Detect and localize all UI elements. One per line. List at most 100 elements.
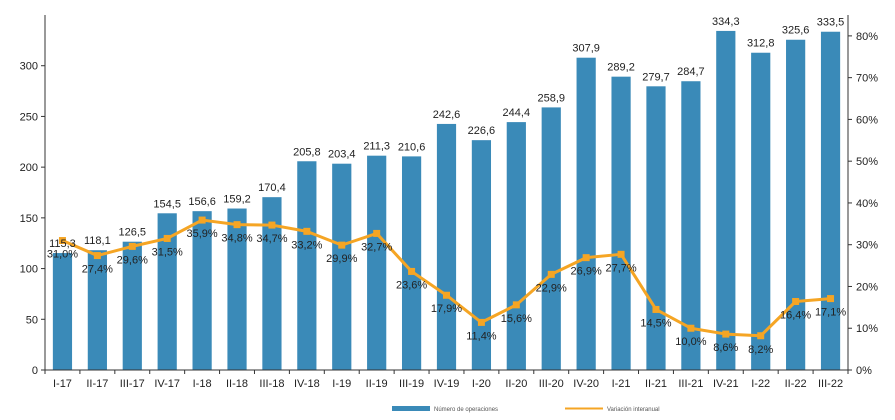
left-axis-tick-label: 100 bbox=[20, 264, 38, 276]
line-point bbox=[652, 305, 660, 313]
x-axis-tick-label: I-20 bbox=[472, 378, 491, 390]
x-axis: I-17 II-17 III-17 IV-17 I-18 II-18 III-18 IV-18… bbox=[44, 369, 849, 390]
right-axis-tick-label: 60% bbox=[856, 114, 878, 126]
bar-data-label: 312,8 bbox=[747, 38, 775, 50]
bar bbox=[751, 52, 771, 370]
bar bbox=[541, 107, 561, 370]
line-point bbox=[687, 324, 695, 332]
line-data-label: 23,6% bbox=[396, 279, 427, 291]
right-axis-tick-label: 10% bbox=[856, 323, 878, 335]
bar bbox=[786, 39, 806, 371]
legend: Número de operaciones Variación interanu… bbox=[392, 406, 660, 413]
x-axis-tick-label: III-22 bbox=[818, 378, 843, 390]
legend-swatch-bar bbox=[392, 406, 430, 411]
bar-data-label: 279,7 bbox=[642, 71, 670, 83]
right-axis-tick-label: 20% bbox=[856, 281, 878, 293]
line-data-label: 15,6% bbox=[501, 313, 532, 325]
x-axis-tick-label: II-21 bbox=[645, 378, 667, 390]
bar-data-label: 203,4 bbox=[328, 149, 356, 161]
x-axis-tick-label: I-19 bbox=[332, 378, 351, 390]
x-axis-tick-label: IV-17 bbox=[154, 378, 180, 390]
bar-data-label: 325,6 bbox=[782, 25, 810, 37]
line-data-label: 33,2% bbox=[291, 239, 322, 251]
bar bbox=[401, 156, 422, 370]
bar-data-label: 211,3 bbox=[363, 141, 390, 153]
line-data-label: 10,0% bbox=[675, 336, 706, 348]
bar bbox=[157, 213, 177, 370]
right-axis-tick-label: 80% bbox=[856, 31, 878, 43]
line-point bbox=[303, 227, 311, 235]
line-data-label: 32,7% bbox=[361, 241, 392, 253]
line-point bbox=[373, 229, 381, 237]
line-data-label: 14,5% bbox=[640, 317, 671, 329]
left-axis-tick-label: 150 bbox=[20, 213, 38, 225]
x-axis-tick-label: I-22 bbox=[751, 378, 770, 390]
line-data-label: 26,9% bbox=[571, 266, 602, 278]
line-point bbox=[443, 291, 450, 299]
left-axis-tick-label: 200 bbox=[20, 162, 38, 174]
line-labels: 31,0% 27,4% 29,6% 31,5% 35,9% 34,8% 34,7% 33,2%… bbox=[47, 228, 846, 356]
bar bbox=[262, 197, 282, 370]
bar-data-label: 159,2 bbox=[223, 194, 251, 206]
bar-data-label: 210,6 bbox=[398, 141, 426, 153]
x-axis-tick-label: II-19 bbox=[366, 378, 388, 390]
line-point bbox=[477, 318, 485, 326]
bar-data-label: 244,4 bbox=[503, 107, 531, 119]
line-point bbox=[408, 267, 416, 275]
x-axis-tick-label: I-17 bbox=[53, 378, 72, 390]
bar-data-label: 334,3 bbox=[712, 16, 740, 28]
bar-data-label: 154,5 bbox=[153, 198, 181, 210]
right-axis-tick-label: 70% bbox=[856, 73, 878, 85]
bar-data-label: 115,3 bbox=[49, 238, 76, 250]
x-axis-tick-label: I-21 bbox=[612, 378, 631, 390]
bar bbox=[192, 211, 212, 370]
bar bbox=[436, 123, 457, 370]
x-axis-tick-label: II-17 bbox=[86, 378, 108, 390]
line-data-label: 27,4% bbox=[82, 264, 113, 276]
bar bbox=[681, 81, 701, 371]
bar-data-label: 333,5 bbox=[817, 17, 845, 29]
right-axis-tick-label: 0% bbox=[856, 365, 872, 377]
bar-data-label: 242,6 bbox=[433, 109, 461, 121]
line-data-label: 27,7% bbox=[605, 262, 636, 274]
line-data-label: 11,4% bbox=[466, 330, 497, 342]
bar-data-label: 170,4 bbox=[258, 182, 286, 194]
x-axis-tick-label: IV-20 bbox=[573, 378, 599, 390]
line-point bbox=[338, 241, 346, 249]
x-axis-tick-label: IV-21 bbox=[713, 378, 739, 390]
line-point bbox=[93, 252, 101, 260]
bar bbox=[716, 30, 736, 370]
bar bbox=[87, 250, 107, 370]
bar-data-label: 126,5 bbox=[119, 227, 147, 239]
left-axis-tick-label: 50 bbox=[26, 314, 38, 326]
x-axis-tick-label: II-20 bbox=[505, 378, 527, 390]
x-axis-tick-label: I-18 bbox=[193, 378, 212, 390]
x-axis-tick-label: IV-18 bbox=[294, 378, 320, 390]
x-axis-tick-label: II-22 bbox=[785, 378, 807, 390]
bar bbox=[471, 140, 492, 370]
line-data-label: 34,8% bbox=[221, 233, 252, 245]
line-point bbox=[582, 254, 590, 262]
bar-data-label: 118,1 bbox=[84, 235, 111, 247]
line-data-label: 16,4% bbox=[780, 310, 811, 322]
line-point bbox=[268, 221, 276, 229]
line-point bbox=[198, 216, 206, 224]
line-data-label: 22,9% bbox=[536, 282, 567, 294]
legend-label-bar: Número de operaciones bbox=[434, 407, 498, 413]
x-axis-tick-label: III-18 bbox=[259, 378, 284, 390]
bar bbox=[820, 31, 841, 370]
bar bbox=[367, 155, 387, 370]
right-axis-tick-label: 50% bbox=[856, 156, 878, 168]
right-axis-tick-label: 40% bbox=[856, 198, 878, 210]
bar-labels: 115,3 118,1 126,5 154,5 156,6 159,2 170,4 205,8… bbox=[49, 16, 844, 250]
x-axis-tick-label: III-21 bbox=[678, 378, 703, 390]
x-axis-tick-label: II-18 bbox=[226, 378, 248, 390]
line-data-label: 31,5% bbox=[152, 246, 183, 258]
bar bbox=[52, 253, 73, 370]
right-axis: 0% 10% 20% 30% 40% 50% 60% 70% 80% bbox=[847, 15, 878, 377]
bar bbox=[227, 208, 247, 370]
line-point bbox=[163, 234, 171, 242]
line-data-label: 8,6% bbox=[713, 342, 738, 354]
line-data-label: 17,9% bbox=[431, 303, 462, 315]
